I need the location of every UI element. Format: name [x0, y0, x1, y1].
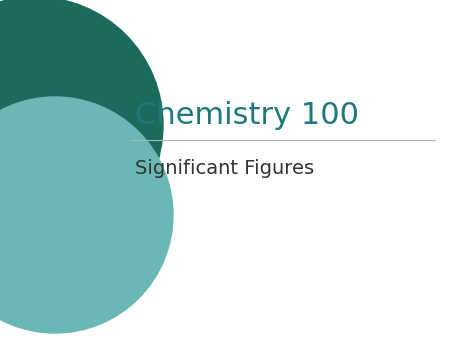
Text: Chemistry 100: Chemistry 100	[135, 100, 359, 129]
Text: Significant Figures: Significant Figures	[135, 159, 314, 177]
Circle shape	[0, 0, 163, 253]
Circle shape	[0, 97, 173, 333]
